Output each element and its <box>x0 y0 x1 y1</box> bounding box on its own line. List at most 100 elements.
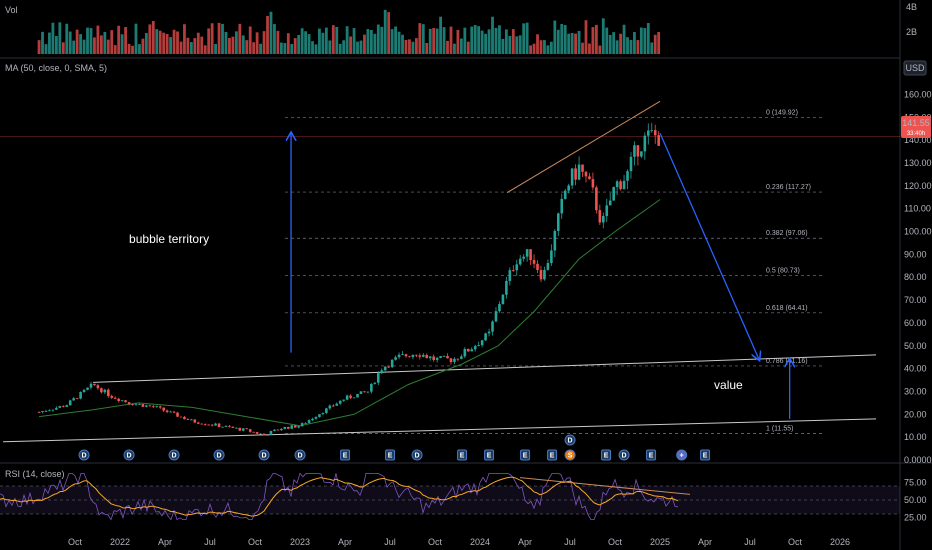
volume-bar <box>518 35 522 54</box>
volume-bar <box>439 16 442 54</box>
volume-bar <box>653 34 657 54</box>
time-tick-label: Oct <box>248 537 263 547</box>
candle-body <box>421 354 425 357</box>
event-badge[interactable]: E <box>700 449 711 461</box>
volume-label[interactable]: Vol <box>5 5 18 15</box>
volume-bar <box>390 29 394 54</box>
currency-label: USD <box>905 63 925 73</box>
candle-body <box>439 356 442 358</box>
event-badge-letter: D <box>298 453 303 460</box>
volume-bar <box>626 37 629 54</box>
event-badge[interactable]: D <box>258 449 270 461</box>
candle-body <box>172 411 176 413</box>
volume-bar <box>633 32 636 54</box>
candle-body <box>89 383 93 388</box>
volume-bar <box>269 11 273 54</box>
event-badge-letter: S <box>568 453 573 460</box>
event-badge[interactable]: D <box>213 449 225 461</box>
candle-body <box>390 359 394 368</box>
event-badge[interactable]: D <box>168 449 180 461</box>
volume-bar <box>89 28 93 54</box>
volume-bar <box>501 38 505 54</box>
volume-bar <box>598 45 602 54</box>
volume-bar <box>338 43 342 54</box>
price-tick-label: 40.00 <box>904 364 927 374</box>
rsi-label[interactable]: RSI (14, close) <box>5 469 65 479</box>
volume-bar <box>238 23 242 54</box>
candle-body <box>657 135 660 146</box>
volume-bar <box>418 23 422 54</box>
event-badge-letter: E <box>703 453 708 460</box>
event-badge-letter: E <box>523 453 528 460</box>
candle-body <box>179 416 183 418</box>
channel-trendline[interactable] <box>93 354 877 383</box>
candle-body <box>460 356 463 359</box>
event-badges[interactable]: D D D D D D E E D E E E E S E D E + E D <box>78 434 711 461</box>
candle-body <box>331 405 335 407</box>
candle-body <box>79 391 82 399</box>
volume-bar <box>342 40 346 54</box>
volume-bar <box>82 39 86 54</box>
event-badge[interactable]: D <box>564 434 576 446</box>
event-badge[interactable]: D <box>294 449 306 461</box>
candle-body <box>290 425 294 429</box>
event-badge[interactable]: E <box>484 449 495 461</box>
volume-bar <box>556 29 560 54</box>
event-badge-shape <box>457 449 468 461</box>
candle-body <box>338 400 342 404</box>
candle-body <box>536 263 539 271</box>
annotation-value[interactable]: value <box>714 378 743 392</box>
candle-body <box>262 433 266 435</box>
event-badge-letter: E <box>604 453 609 460</box>
candle-body <box>224 425 228 427</box>
time-tick-label: Apr <box>158 537 172 547</box>
volume-bar <box>453 43 456 54</box>
event-badge[interactable]: S <box>564 449 576 461</box>
event-badge[interactable]: E <box>340 449 351 461</box>
candle-body <box>560 198 564 214</box>
event-badge[interactable]: D <box>123 449 135 461</box>
price-tick-label: 90.00 <box>904 249 927 259</box>
arrow-drawing[interactable] <box>659 133 759 359</box>
volume-bar <box>387 12 391 54</box>
time-axis[interactable]: Oct 2022 Apr Jul Oct 2023 Apr Jul Oct 2024 Apr Jul O… <box>68 537 850 547</box>
rsi-divergence-line[interactable] <box>519 477 691 495</box>
event-badge[interactable]: E <box>520 449 531 461</box>
event-badge[interactable]: E <box>457 449 468 461</box>
event-badge[interactable]: D <box>618 449 630 461</box>
event-badge[interactable]: D <box>411 449 423 461</box>
volume-bar <box>273 24 276 54</box>
volume-bar <box>124 27 127 54</box>
event-badge-shape <box>123 449 135 461</box>
event-badge[interactable]: E <box>601 449 612 461</box>
event-badge[interactable]: E <box>385 449 396 461</box>
event-badge[interactable]: E <box>646 449 657 461</box>
candle-body <box>72 398 75 401</box>
volume-bar <box>636 40 640 54</box>
event-badge[interactable]: + <box>676 449 688 461</box>
volume-bar <box>293 38 297 54</box>
candle-body <box>522 256 525 259</box>
rsi-line <box>0 472 679 521</box>
price-tick-label: 140.00 <box>904 135 932 145</box>
channel-trendline[interactable] <box>3 418 877 443</box>
candle-body <box>266 434 269 436</box>
event-badge-letter: E <box>487 453 492 460</box>
candle-body <box>539 270 543 280</box>
event-badge[interactable]: D <box>78 449 90 461</box>
event-badge[interactable]: E <box>547 449 558 461</box>
volume-bar <box>539 40 543 54</box>
candle-body <box>245 428 249 430</box>
volume-bar <box>172 29 176 54</box>
currency-button[interactable] <box>903 60 927 76</box>
candle-body <box>633 145 636 157</box>
ma-label[interactable]: MA (50, close, 0, SMA, 5) <box>5 63 107 73</box>
price-axis[interactable]: 160.00150.00140.00130.00120.00110.00100.… <box>904 2 932 523</box>
candle-body <box>418 355 422 357</box>
candle-body <box>228 425 231 427</box>
wedge-trendline[interactable] <box>506 100 661 194</box>
annotation-bubble-territory[interactable]: bubble territory <box>129 232 209 246</box>
volume-bar <box>612 32 616 54</box>
fib-level-label: 0 (149.92) <box>766 109 798 116</box>
